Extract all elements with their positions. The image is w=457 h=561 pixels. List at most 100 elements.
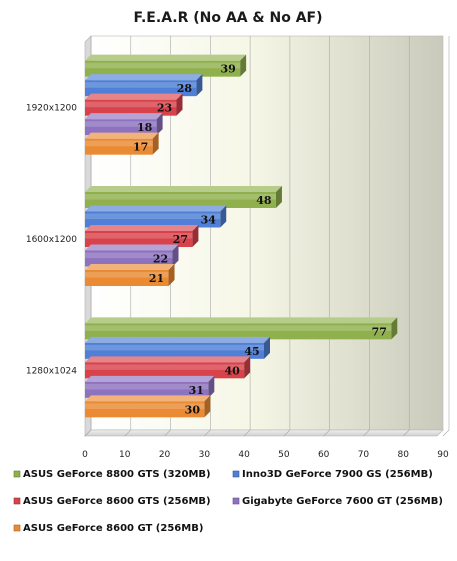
bar-side (196, 74, 203, 97)
bar-highlight (85, 140, 153, 147)
bar-side (240, 54, 247, 77)
gridline-floor (403, 429, 410, 437)
bar-highlight (85, 194, 276, 200)
gridline-floor (363, 429, 370, 437)
legend-swatch (232, 470, 240, 478)
bar (85, 381, 209, 398)
bar (85, 99, 177, 116)
chart-title: F.E.A.R (No AA & No AF) (133, 10, 322, 26)
bar-highlight (85, 252, 173, 259)
bar-side (168, 264, 175, 286)
bar-highlight (85, 364, 245, 370)
bar-highlight (85, 325, 392, 331)
x-tick-label: 70 (358, 450, 370, 460)
bar-highlight (85, 101, 177, 108)
bar-highlight (85, 272, 169, 278)
gridline-floor (283, 429, 291, 437)
x-tick-label: 10 (119, 450, 131, 460)
legend-label: Inno3D GeForce 7900 GS (256MB) (242, 469, 433, 480)
category-label: 1920x1200 (26, 104, 77, 114)
bar-top (85, 205, 227, 212)
bar-value-label: 22 (153, 253, 168, 266)
bar-side (156, 113, 163, 136)
bar-highlight (85, 213, 221, 220)
bar (85, 323, 392, 340)
bar (85, 80, 197, 97)
bar-highlight (85, 62, 241, 69)
bar-highlight (85, 403, 205, 409)
bar (85, 60, 241, 77)
x-tick-label: 60 (318, 450, 330, 460)
x-tick-label: 40 (238, 450, 250, 460)
bar (85, 250, 173, 267)
bar-top (85, 375, 215, 382)
bar-top (85, 93, 183, 100)
bar-value-label: 23 (157, 102, 172, 115)
bar-value-label: 17 (133, 141, 148, 154)
bar-top (85, 74, 203, 81)
bar-highlight (85, 344, 264, 351)
bar-value-label: 27 (173, 233, 188, 246)
legend-label: Gigabyte GeForce 7600 GT (256MB) (242, 496, 443, 507)
bar (85, 211, 221, 228)
x-tick-label: 20 (159, 450, 171, 460)
legend-swatch (13, 524, 21, 532)
x-tick-label: 80 (397, 450, 409, 460)
bar-side (172, 244, 179, 267)
x-tick-label: 0 (82, 450, 88, 460)
bar-side (208, 375, 215, 398)
gridline-floor (204, 429, 211, 437)
bar-side (204, 395, 211, 418)
bar-top (85, 186, 282, 192)
legend-label: ASUS GeForce 8800 GTS (320MB) (23, 469, 211, 480)
gridline-floor (124, 429, 131, 437)
bar-side (192, 225, 199, 247)
bar-side (176, 93, 183, 116)
bar-top (85, 54, 247, 61)
legend-swatch (13, 497, 21, 505)
bar (85, 231, 193, 247)
legend-swatch (232, 497, 240, 505)
bar-value-label: 30 (185, 403, 201, 416)
legend-swatch (13, 470, 21, 478)
bar-highlight (85, 121, 157, 127)
bar-top (85, 113, 163, 120)
bar-value-label: 40 (224, 364, 240, 377)
x-tick-label: 30 (199, 450, 211, 460)
bar (85, 401, 205, 418)
bar (85, 192, 276, 208)
bar-side (391, 317, 398, 340)
gridline-floor (442, 429, 450, 437)
gridline-floor (243, 429, 251, 437)
legend: ASUS GeForce 8800 GTS (320MB) Inno3D GeFo… (13, 469, 443, 534)
gridline-floor (164, 429, 171, 437)
bar-value-label: 18 (137, 121, 153, 134)
bar (85, 362, 245, 379)
gridline-floor (323, 429, 330, 437)
bar-top (85, 264, 175, 270)
bar-top (85, 317, 398, 324)
bar-side (220, 205, 227, 228)
bar-highlight (85, 82, 197, 88)
bar-highlight (85, 383, 209, 390)
bar-value-label: 77 (372, 325, 387, 338)
bar (85, 138, 153, 155)
bar-side (152, 132, 159, 155)
bar-top (85, 356, 251, 363)
bar-value-label: 21 (149, 272, 164, 285)
plot-area: 0 10 20 30 40 50 60 70 80 90 1920x1200 39 28 23 18 17 16… (26, 35, 450, 460)
bar-value-label: 48 (256, 194, 272, 207)
bar-top (85, 395, 211, 402)
bar-value-label: 28 (177, 82, 193, 95)
x-tick-label: 50 (278, 450, 290, 460)
bar (85, 342, 264, 359)
legend-label: ASUS GeForce 8600 GTS (256MB) (23, 496, 211, 507)
category-label: 1280x1024 (26, 366, 77, 376)
bar-top (85, 336, 270, 343)
bar-value-label: 45 (244, 345, 259, 358)
plot-floor (84, 429, 444, 437)
bar-value-label: 31 (189, 384, 204, 397)
bar-top (85, 244, 179, 251)
bar-value-label: 34 (201, 214, 217, 227)
